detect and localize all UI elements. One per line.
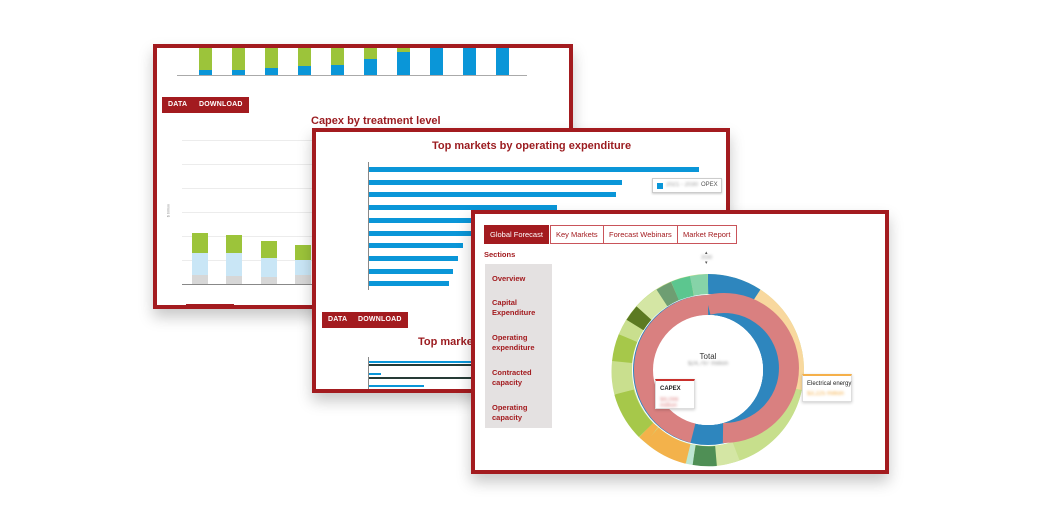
section-label: Operating <box>492 403 528 412</box>
section-label: Operating <box>492 333 528 342</box>
section-capital-expenditure[interactable]: Capital Expenditure <box>492 298 535 318</box>
tooltip-title: CAPEX <box>660 386 681 392</box>
section-label: expenditure <box>492 343 535 352</box>
donut-center-value: $24,797 million <box>687 361 729 367</box>
section-contracted-capacity[interactable]: Contracted capacity <box>492 368 532 388</box>
section-overview[interactable]: Overview <box>492 274 525 284</box>
legend-range: 2021 - 2030 <box>666 182 699 188</box>
download-button[interactable]: DOWNLOAD <box>352 312 408 328</box>
donut-center-label: Total <box>699 352 717 361</box>
capex-treatment-title: Capex by treatment level <box>311 115 441 127</box>
legend-swatch <box>657 183 663 189</box>
section-label: Expenditure <box>492 308 536 317</box>
sections-menu: Overview Capital Expenditure Operating e… <box>485 264 552 428</box>
section-operating-expenditure[interactable]: Operating expenditure <box>492 333 535 353</box>
global-forecast-card: Global Forecast Key Markets Forecast Web… <box>471 210 889 474</box>
chevron-up-icon: ▴ <box>705 250 708 256</box>
year-value: 2030 <box>701 255 713 261</box>
data-button[interactable]: DATA <box>162 97 194 113</box>
legend-label: OPEX <box>701 182 718 188</box>
tooltip-value: $3,225 million <box>807 391 845 397</box>
tab-forecast-webinars[interactable]: Forecast Webinars <box>603 225 678 244</box>
section-label: Overview <box>492 274 526 283</box>
download-button[interactable]: DOWNLOAD <box>193 97 249 113</box>
section-label: Contracted <box>492 368 532 377</box>
section-operating-capacity[interactable]: Operating capacity <box>492 403 527 423</box>
forecast-donut-chart[interactable] <box>608 270 808 470</box>
year-selector[interactable]: ▴ 2030 ▾ <box>701 250 713 266</box>
capex-tooltip: CAPEX $9,098 million <box>655 379 695 409</box>
opex-legend: 2021 - 2030 OPEX <box>652 178 722 193</box>
chevron-down-icon: ▾ <box>705 260 708 266</box>
donut-center: Total $24,797 million <box>668 352 748 367</box>
partial-button <box>186 304 234 305</box>
y-axis-label: $ billion <box>165 203 171 218</box>
tab-market-report[interactable]: Market Report <box>677 225 737 244</box>
section-label: Capital <box>492 298 518 307</box>
tab-key-markets[interactable]: Key Markets <box>550 225 604 244</box>
data-button[interactable]: DATA <box>322 312 354 328</box>
section-label: capacity <box>492 413 523 422</box>
next-chart-title: Top markets <box>418 336 483 348</box>
section-label: capacity <box>492 378 523 387</box>
sections-label: Sections <box>484 250 516 259</box>
electrical-energy-tooltip: Electrical energy $3,225 million <box>802 374 852 402</box>
tooltip-value: $9,098 million <box>660 397 679 409</box>
opex-chart-title: Top markets by operating expenditure <box>432 140 632 152</box>
tooltip-title: Electrical energy <box>807 381 852 387</box>
tab-global-forecast[interactable]: Global Forecast <box>484 225 549 244</box>
